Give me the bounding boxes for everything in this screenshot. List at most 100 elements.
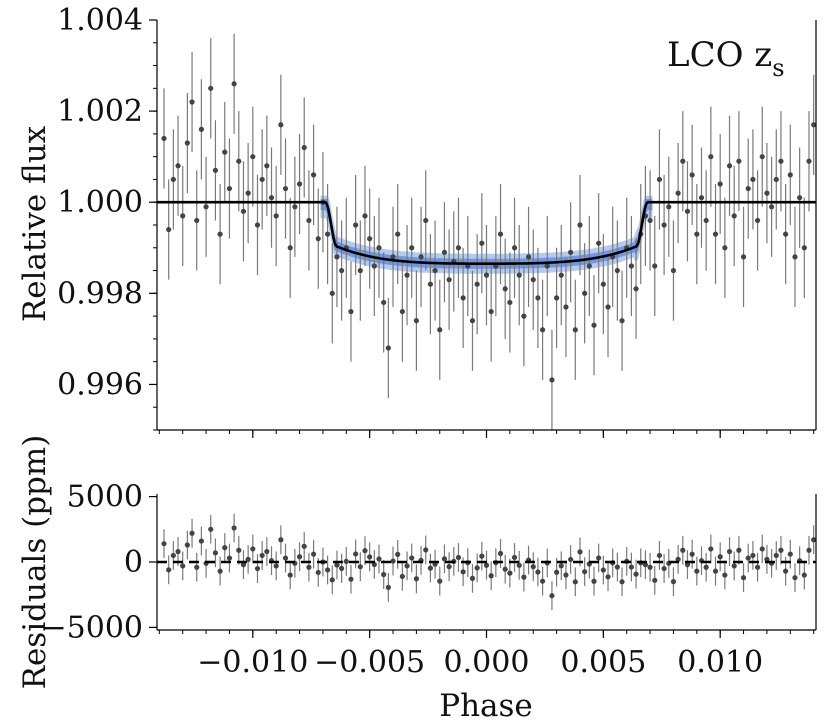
residual-point [516, 562, 522, 568]
data-point [292, 204, 298, 210]
residual-point [381, 571, 387, 578]
residual-point [740, 575, 747, 581]
residual-point [264, 548, 270, 555]
data-point [460, 295, 466, 301]
data-point [787, 172, 793, 178]
data-point [437, 327, 443, 333]
residual-point [652, 577, 658, 583]
residual-point [596, 555, 602, 561]
data-point [628, 263, 634, 269]
data-point [362, 213, 368, 219]
data-point [535, 295, 541, 301]
residual-point [390, 558, 396, 564]
residual-point [483, 562, 490, 568]
data-point [652, 263, 658, 269]
residual-point [577, 549, 583, 555]
data-point [250, 154, 256, 160]
data-point [282, 185, 289, 192]
residual-point [488, 573, 494, 579]
top-y-tick-label: 0.998 [57, 276, 143, 311]
residual-point [310, 551, 317, 557]
data-point [427, 281, 434, 287]
data-point [764, 190, 770, 196]
data-point [521, 313, 527, 319]
data-point [296, 181, 303, 187]
data-point [731, 213, 737, 219]
data-point [558, 272, 564, 278]
residual-point [250, 546, 256, 552]
data-point [348, 308, 354, 315]
data-point [339, 267, 345, 274]
data-point [698, 195, 705, 201]
data-point [689, 172, 695, 178]
residual-point [680, 547, 686, 553]
residual-point [759, 546, 765, 552]
residual-point [259, 552, 265, 559]
data-point [614, 267, 620, 274]
residual-point [348, 576, 354, 582]
data-point [647, 217, 653, 224]
data-point [530, 277, 536, 283]
data-point [245, 190, 251, 196]
residual-point [222, 545, 228, 551]
data-point [619, 318, 625, 324]
residual-point [614, 564, 620, 570]
residual-point [166, 567, 172, 573]
residual-point [296, 554, 303, 560]
residual-point [558, 563, 564, 569]
data-point [577, 222, 583, 228]
data-point [371, 263, 377, 269]
residual-point [502, 566, 508, 572]
residual-point [376, 556, 382, 562]
data-point [404, 272, 410, 278]
data-point [409, 245, 415, 251]
data-point [268, 195, 275, 201]
residual-point [563, 572, 569, 578]
residual-point [507, 570, 513, 576]
data-point [301, 144, 307, 151]
residual-point [689, 551, 695, 557]
data-point [390, 254, 396, 260]
residual-point [554, 569, 560, 575]
data-point [544, 263, 550, 269]
transit-model [157, 200, 816, 265]
x-tick-label: 0.010 [677, 645, 763, 680]
data-point [180, 213, 186, 219]
model-line [157, 200, 816, 265]
data-point [231, 81, 237, 87]
residual-point [273, 563, 279, 569]
data-point [633, 286, 639, 292]
data-point [768, 204, 775, 210]
residual-point [189, 530, 195, 536]
top-y-tick-label: 0.996 [57, 367, 143, 402]
data-point [586, 263, 592, 269]
residual-point [353, 551, 359, 557]
residual-point [399, 573, 405, 580]
data-point [315, 236, 321, 242]
data-point [525, 254, 532, 260]
data-point [259, 176, 265, 183]
data-point [334, 254, 340, 260]
residual-point [479, 553, 485, 559]
data-point [264, 163, 270, 169]
residual-point [161, 541, 167, 547]
data-point [563, 304, 569, 310]
residual-point [642, 562, 649, 568]
residual-point [633, 571, 639, 577]
data-point [507, 299, 513, 306]
residual-point [423, 547, 429, 553]
residual-point [628, 564, 634, 570]
data-point [736, 158, 742, 164]
data-point [703, 217, 709, 224]
residual-point [254, 565, 261, 572]
data-point [675, 190, 681, 196]
residual-point [726, 548, 733, 555]
residual-point [441, 556, 448, 562]
residual-point [343, 558, 349, 564]
data-point [287, 245, 293, 251]
data-point [474, 281, 480, 287]
residual-point [549, 593, 555, 599]
data-point [222, 149, 228, 155]
data-point [801, 245, 807, 251]
data-point [240, 208, 247, 214]
